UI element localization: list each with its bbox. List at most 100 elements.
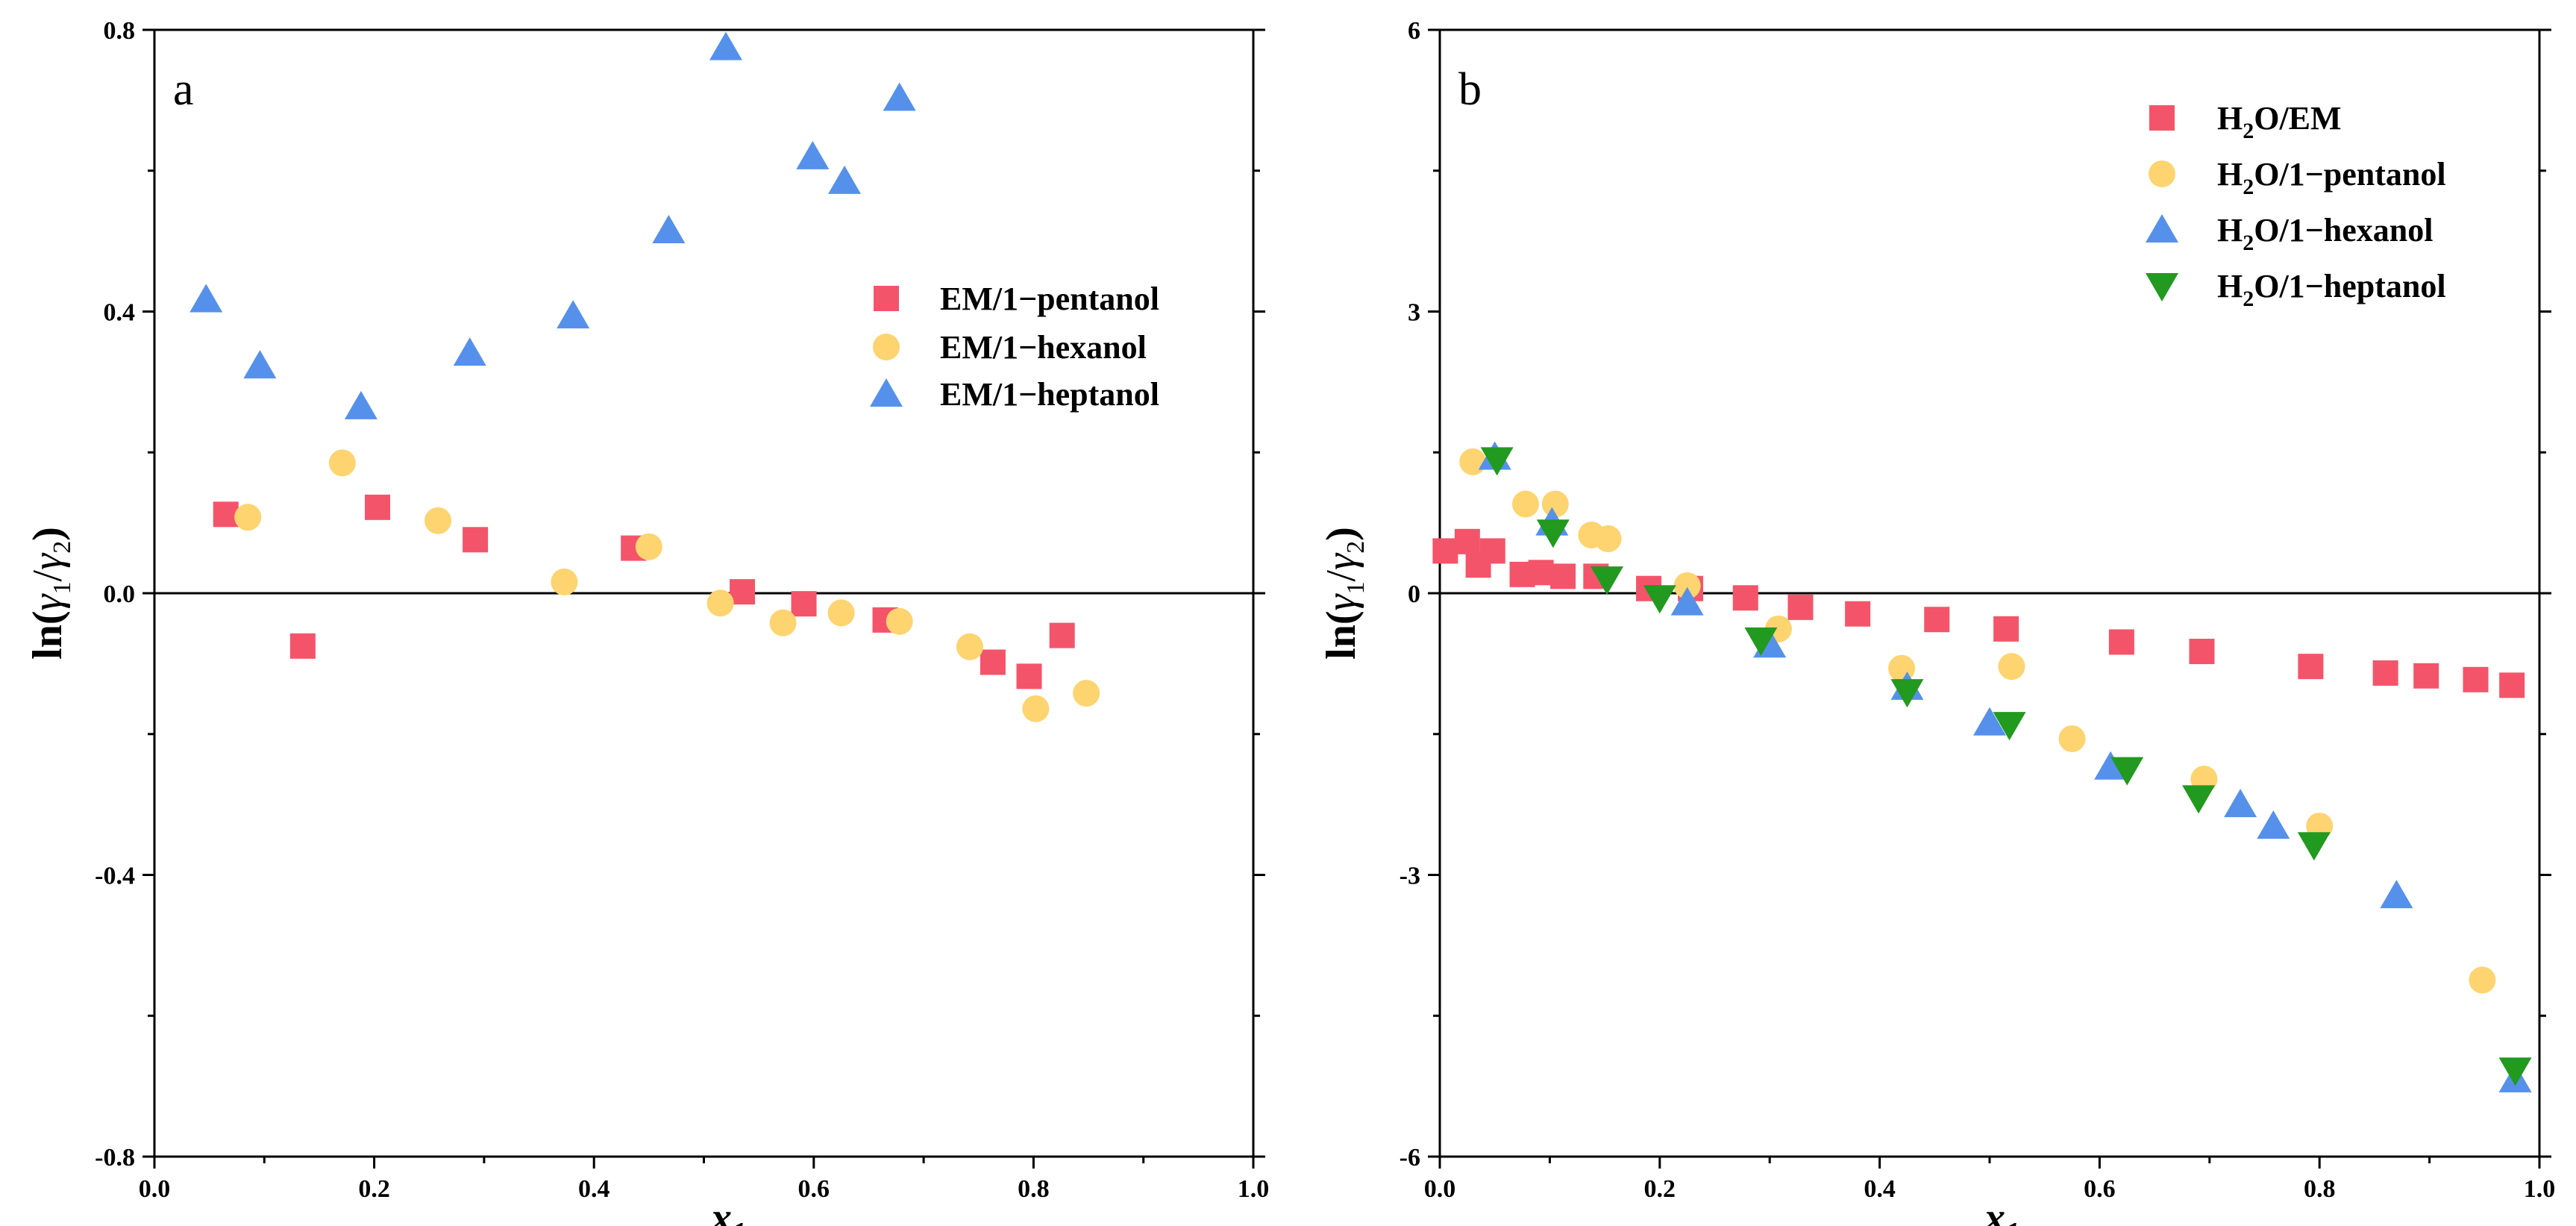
data-point — [886, 607, 913, 635]
data-point — [189, 284, 223, 313]
legend-label-main: H — [2217, 268, 2243, 304]
data-point — [1550, 563, 1576, 589]
legend-label-sub: 2 — [2243, 231, 2254, 255]
legend-label: EM/1−heptanol — [940, 376, 1159, 413]
panel-b: 0.00.20.40.60.81.0-6-3036bx1ln(γ1/γ2)H2O… — [1318, 17, 2555, 1226]
data-point — [1022, 695, 1050, 722]
y-axis-title-slash: / — [25, 569, 71, 581]
panel-label: a — [173, 64, 194, 115]
data-point — [213, 501, 239, 528]
legend-marker — [2146, 273, 2178, 301]
y-axis-title-gamma1: γ — [25, 593, 71, 611]
data-point — [2298, 654, 2324, 680]
y-tick-label: 0.0 — [104, 581, 136, 608]
data-point — [2094, 751, 2128, 780]
data-point — [2257, 810, 2290, 839]
y-tick-label: -0.4 — [95, 863, 135, 890]
legend-marker — [873, 334, 900, 360]
x-axis-title-sub: 1 — [732, 1217, 746, 1226]
data-point — [2469, 966, 2496, 994]
data-point — [1511, 490, 1539, 518]
data-point — [956, 633, 983, 660]
data-point — [1998, 653, 2025, 681]
y-tick-label: -3 — [1400, 863, 1420, 890]
x-axis-title: x1 — [1984, 1195, 2019, 1226]
data-point — [2108, 629, 2134, 655]
series-1 — [234, 449, 1100, 722]
legend-label: EM/1−hexanol — [940, 329, 1147, 366]
y-tick-label: 6 — [1408, 17, 1420, 45]
data-point — [652, 214, 686, 243]
y-axis-title-suffix: ) — [1318, 527, 1364, 541]
data-point — [1643, 585, 1676, 614]
data-point — [243, 350, 277, 379]
legend-label-sub: 2 — [2243, 287, 2254, 311]
y-axis-title-gamma2: γ — [1318, 552, 1364, 570]
data-point — [328, 449, 356, 477]
x-tick-label: 0.6 — [798, 1175, 830, 1203]
x-tick-label: 0.4 — [1864, 1175, 1896, 1203]
data-point — [828, 165, 862, 194]
data-point — [706, 589, 734, 617]
data-point — [365, 494, 391, 520]
legend-marker — [874, 286, 899, 311]
x-axis-title-main: x — [710, 1195, 732, 1226]
y-axis-title-suffix: ) — [25, 527, 71, 541]
data-point — [2372, 660, 2398, 686]
data-point — [1732, 585, 1758, 611]
legend-marker — [2146, 214, 2178, 243]
data-point — [1594, 525, 1622, 553]
x-tick-label: 0.0 — [139, 1175, 171, 1203]
data-point — [1016, 663, 1042, 689]
x-tick-label: 0.2 — [1644, 1175, 1676, 1203]
legend-label: H2O/EM — [2217, 100, 2342, 143]
legend-label-rest: O/1−hexanol — [2254, 212, 2433, 248]
legend-label-main: H — [2217, 212, 2243, 248]
data-point — [1459, 448, 1487, 475]
legend-label: H2O/1−hexanol — [2217, 212, 2433, 255]
data-point — [2189, 639, 2215, 665]
y-axis-title-sub1: 1 — [48, 581, 76, 594]
legend-marker — [870, 378, 903, 407]
data-point — [1049, 622, 1075, 648]
legend-label: EM/1−pentanol — [940, 281, 1159, 317]
series-2 — [1478, 441, 2532, 1092]
legend-label-rest: O/1−pentanol — [2254, 156, 2445, 193]
data-point — [234, 504, 262, 531]
legend-label-main: H — [2217, 156, 2243, 193]
x-tick-label: 1.0 — [2524, 1175, 2556, 1203]
data-point — [635, 533, 662, 560]
y-tick-label: 3 — [1408, 299, 1420, 327]
data-point — [1673, 572, 1701, 599]
data-point — [2498, 1057, 2532, 1086]
data-point — [796, 140, 830, 169]
data-point — [2224, 789, 2257, 818]
panel-label: b — [1458, 64, 1482, 115]
x-tick-label: 1.0 — [1238, 1175, 1270, 1203]
legend-label-rest: O/1−heptanol — [2254, 268, 2445, 304]
legend-label-sub: 2 — [2243, 119, 2254, 143]
data-point — [2058, 725, 2086, 753]
y-axis-title-gamma1: γ — [1318, 593, 1364, 611]
data-point — [1536, 519, 1570, 548]
data-point — [289, 633, 316, 659]
data-point — [883, 82, 916, 111]
legend-marker — [2149, 105, 2175, 131]
data-point — [2110, 757, 2144, 786]
data-point — [1845, 601, 1871, 627]
x-tick-label: 0.8 — [1018, 1175, 1050, 1203]
data-point — [1528, 560, 1554, 586]
legend-marker — [2149, 160, 2175, 187]
data-point — [2499, 672, 2525, 698]
data-point — [1888, 654, 1916, 682]
data-point — [2463, 666, 2489, 692]
legend-label: H2O/1−pentanol — [2217, 156, 2446, 199]
series-3 — [1480, 447, 2532, 1086]
y-axis-title: ln(γ1/γ2) — [25, 527, 76, 660]
data-point — [1924, 607, 1950, 633]
data-point — [1670, 587, 1704, 616]
x-axis-title-sub: 1 — [2005, 1217, 2019, 1226]
series-1 — [1459, 448, 2496, 994]
x-tick-label: 0.6 — [2084, 1175, 2116, 1203]
data-point — [2297, 832, 2331, 861]
